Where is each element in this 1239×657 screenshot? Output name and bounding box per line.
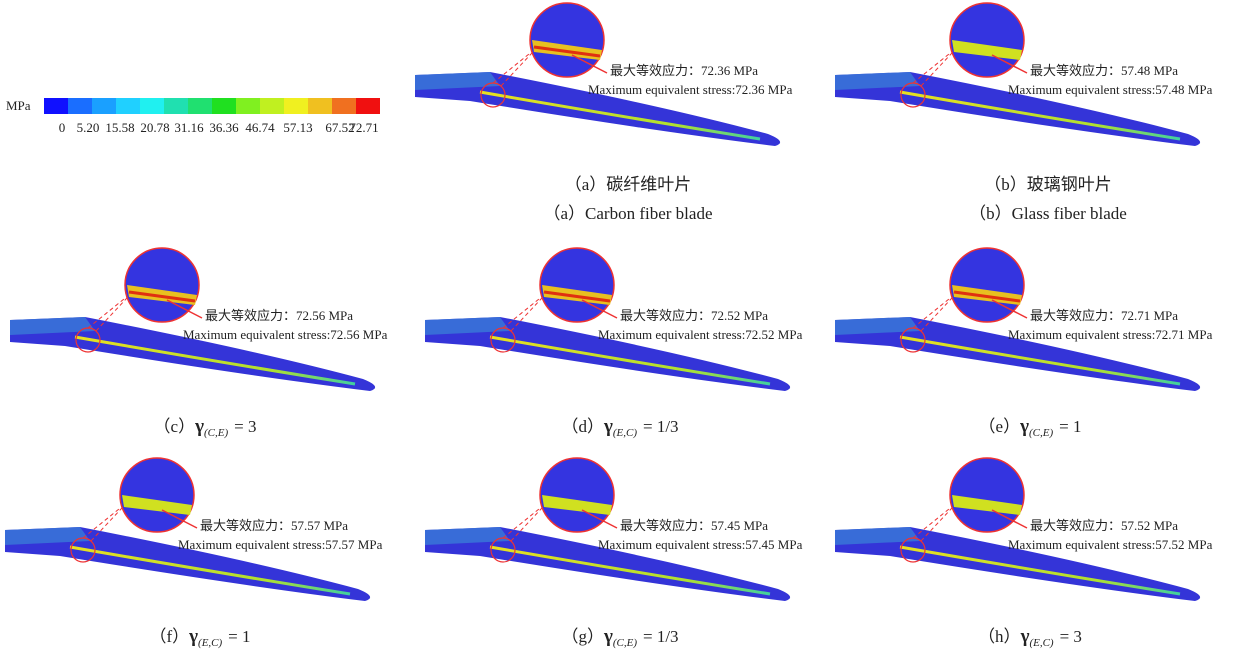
colorbar-label: 31.16 [174, 120, 204, 135]
colorbar-label: 36.36 [209, 120, 239, 135]
colorbar-cell [140, 98, 164, 114]
caption: （g）γ(C,E) = 1/3 [561, 626, 678, 649]
caption-en: （a）Carbon fiber blade [544, 204, 713, 223]
stress-en: Maximum equivalent stress:57.57 MPa [178, 537, 383, 552]
colorbar-cell [164, 98, 188, 114]
colorbar-cell [92, 98, 116, 114]
stress-cn: 最大等效应力：57.52 MPa [1030, 518, 1178, 533]
stress-en: Maximum equivalent stress:72.71 MPa [1008, 327, 1213, 342]
caption-symbol: γ [603, 416, 613, 437]
colorbar-label: 20.78 [140, 120, 169, 135]
colorbar-cell [188, 98, 212, 114]
colorbar-unit: MPa [6, 98, 31, 113]
stress-cn: 最大等效应力：72.36 MPa [610, 63, 758, 78]
caption-label: （e） [979, 417, 1021, 436]
caption-value: = 1 [228, 627, 250, 646]
caption-value: = 3 [234, 417, 256, 436]
stress-en: Maximum equivalent stress:57.45 MPa [598, 537, 803, 552]
colorbar-label: 15.58 [105, 120, 134, 135]
panel: 最大等效应力：72.36 MPa Maximum equivalent stres… [415, 3, 793, 223]
panel: 最大等效应力：57.45 MPa Maximum equivalent stres… [425, 458, 803, 649]
panel: 最大等效应力：72.71 MPa Maximum equivalent stres… [835, 248, 1213, 439]
figure: MPa 05.2015.5820.7831.1636.3646.7457.136… [0, 0, 1239, 657]
colorbar-label: 57.13 [283, 120, 312, 135]
caption: （c）γ(C,E) = 3 [154, 416, 257, 439]
caption-subscript: (C,E) [204, 427, 228, 439]
panel: 最大等效应力：57.48 MPa Maximum equivalent stres… [835, 3, 1213, 223]
caption-symbol: γ [603, 626, 613, 647]
colorbar-label: 5.20 [77, 120, 100, 135]
caption-symbol: γ [188, 626, 198, 647]
colorbar-cell [236, 98, 260, 114]
colorbar-label: 72.71 [349, 120, 378, 135]
colorbar-label: 46.74 [245, 120, 275, 135]
colorbar-cell [332, 98, 356, 114]
colorbar-cell [68, 98, 92, 114]
caption: （d）γ(E,C) = 1/3 [561, 416, 678, 439]
stress-cn: 最大等效应力：72.71 MPa [1030, 308, 1178, 323]
caption-cn: （b）玻璃钢叶片 [984, 175, 1112, 194]
caption-en: （b）Glass fiber blade [969, 204, 1127, 223]
colorbar-label: 0 [59, 120, 66, 135]
stress-cn: 最大等效应力：72.52 MPa [620, 308, 768, 323]
panel: 最大等效应力：57.57 MPa Maximum equivalent stres… [5, 458, 383, 649]
colorbar-cell [44, 98, 68, 114]
caption-label: （d） [561, 417, 604, 436]
stress-en: Maximum equivalent stress:57.48 MPa [1008, 82, 1213, 97]
stress-en: Maximum equivalent stress:57.52 MPa [1008, 537, 1213, 552]
colorbar-cell [116, 98, 140, 114]
colorbar-cell [284, 98, 308, 114]
caption-label: （h） [978, 627, 1021, 646]
caption-subscript: (E,C) [198, 637, 222, 649]
colorbar-cell [308, 98, 332, 114]
panel: 最大等效应力：72.56 MPa Maximum equivalent stres… [10, 248, 388, 439]
caption-label: （f） [149, 627, 189, 646]
stress-cn: 最大等效应力：57.45 MPa [620, 518, 768, 533]
stress-cn: 最大等效应力：57.48 MPa [1030, 63, 1178, 78]
caption-value: = 1/3 [643, 627, 679, 646]
caption-subscript: (E,C) [1029, 637, 1053, 649]
panel: 最大等效应力：57.52 MPa Maximum equivalent stres… [835, 458, 1213, 649]
caption-subscript: (C,E) [1029, 427, 1053, 439]
colorbar-cell [356, 98, 380, 114]
page: {"colorbar":{"unit":"MPa","tick_labels":… [0, 0, 1239, 657]
caption-subscript: (C,E) [613, 637, 637, 649]
caption-label: （g） [561, 627, 604, 646]
caption: （h）γ(E,C) = 3 [978, 626, 1082, 649]
colorbar-cell [212, 98, 236, 114]
caption-value: = 1/3 [643, 417, 679, 436]
panel: 最大等效应力：72.52 MPa Maximum equivalent stres… [425, 248, 803, 439]
caption-cn: （a）碳纤维叶片 [565, 175, 692, 194]
stress-en: Maximum equivalent stress:72.36 MPa [588, 82, 793, 97]
caption-subscript: (E,C) [613, 427, 637, 439]
colorbar-cell [260, 98, 284, 114]
caption-value: = 3 [1060, 627, 1082, 646]
caption: （e）γ(C,E) = 1 [979, 416, 1082, 439]
stress-en: Maximum equivalent stress:72.56 MPa [183, 327, 388, 342]
stress-cn: 最大等效应力：72.56 MPa [205, 308, 353, 323]
stress-cn: 最大等效应力：57.57 MPa [200, 518, 348, 533]
caption-label: （c） [154, 417, 196, 436]
caption-symbol: γ [1020, 626, 1030, 647]
caption-symbol: γ [1019, 416, 1029, 437]
caption-value: = 1 [1059, 417, 1081, 436]
caption: （f）γ(E,C) = 1 [149, 626, 250, 649]
caption-symbol: γ [194, 416, 204, 437]
stress-en: Maximum equivalent stress:72.52 MPa [598, 327, 803, 342]
